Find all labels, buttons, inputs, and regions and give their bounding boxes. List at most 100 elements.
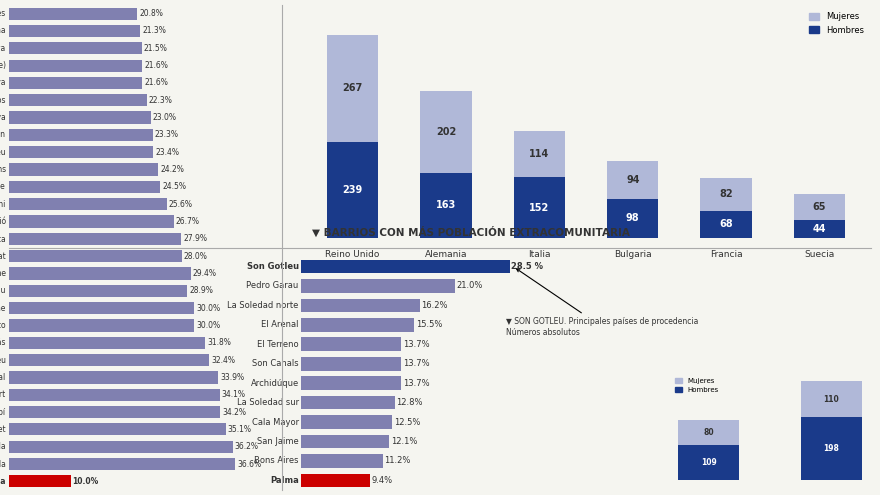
Text: ▼ BARRIOS CON MÁS POBLACIÓN EXTRACOMUNITARIA: ▼ BARRIOS CON MÁS POBLACIÓN EXTRACOMUNIT… <box>312 226 630 238</box>
Text: Can Pastilla: Can Pastilla <box>0 459 5 469</box>
Text: 23.3%: 23.3% <box>155 130 179 140</box>
Text: La Seu: La Seu <box>0 148 5 157</box>
Text: 65: 65 <box>813 202 826 212</box>
Text: Can Pere Antoni: Can Pere Antoni <box>0 199 5 209</box>
Bar <box>9 198 167 210</box>
Text: Bulgaria: Bulgaria <box>614 250 651 259</box>
Text: 13.7%: 13.7% <box>403 359 429 368</box>
Bar <box>9 354 209 366</box>
Text: Santa Catalina: Santa Catalina <box>0 26 5 36</box>
Bar <box>607 161 658 199</box>
Text: Italia: Italia <box>528 250 551 259</box>
Bar <box>301 376 401 390</box>
Text: 13.7%: 13.7% <box>403 340 429 349</box>
Bar <box>678 445 739 480</box>
Text: Sindicato: Sindicato <box>0 321 5 330</box>
Text: 109: 109 <box>700 458 716 467</box>
Bar <box>301 279 455 293</box>
Text: Son Armadams: Son Armadams <box>0 165 5 174</box>
Text: 21.3%: 21.3% <box>143 26 166 36</box>
Text: San Nicolás: San Nicolás <box>0 338 5 347</box>
Text: 20.8%: 20.8% <box>139 9 163 18</box>
Bar <box>9 215 174 228</box>
Text: La Soledad norte: La Soledad norte <box>227 301 298 310</box>
Bar <box>301 298 420 312</box>
Bar <box>9 77 143 89</box>
Text: 25.6%: 25.6% <box>169 199 193 209</box>
Text: El Jonquet: El Jonquet <box>0 425 5 434</box>
Bar <box>9 129 153 141</box>
Text: 21.0%: 21.0% <box>456 282 482 291</box>
Text: Monti-sion: Monti-sion <box>0 130 5 140</box>
Bar <box>326 35 378 142</box>
Text: 23.4%: 23.4% <box>155 148 180 157</box>
Text: El Arenal: El Arenal <box>261 320 298 329</box>
Text: Portopí: Portopí <box>0 407 5 417</box>
Text: 28.9%: 28.9% <box>189 286 213 296</box>
Text: 15.5%: 15.5% <box>416 320 443 329</box>
Text: 110: 110 <box>824 395 840 403</box>
Bar <box>326 142 378 238</box>
Bar <box>301 415 392 429</box>
Bar <box>801 382 862 417</box>
Text: 10.0%: 10.0% <box>72 477 99 486</box>
Bar <box>9 406 220 418</box>
Bar <box>700 178 752 211</box>
Text: 114: 114 <box>529 149 549 159</box>
Text: Bons Aires: Bons Aires <box>0 9 5 18</box>
Text: El Arenal: El Arenal <box>0 373 5 382</box>
Text: 98: 98 <box>626 213 640 223</box>
Text: La Calatrava: La Calatrava <box>0 113 5 122</box>
Text: 11.2%: 11.2% <box>385 456 411 465</box>
Text: Palma: Palma <box>270 476 298 485</box>
Text: 68: 68 <box>719 219 733 230</box>
Text: 82: 82 <box>719 190 733 199</box>
Text: Palma: Palma <box>0 477 5 486</box>
Bar <box>678 420 739 445</box>
Text: Son Vida: Son Vida <box>0 442 5 451</box>
Bar <box>9 181 160 193</box>
Text: 32.4%: 32.4% <box>211 355 235 365</box>
Text: 239: 239 <box>342 185 363 195</box>
Text: 198: 198 <box>824 444 840 453</box>
Text: 24.2%: 24.2% <box>160 165 184 174</box>
Text: 34.2%: 34.2% <box>222 407 246 417</box>
Text: 16.2%: 16.2% <box>421 301 447 310</box>
Bar <box>9 111 151 124</box>
Text: 26.7%: 26.7% <box>176 217 200 226</box>
Text: Archidúque: Archidúque <box>0 182 5 192</box>
Text: La Lonja-el Borne: La Lonja-el Borne <box>0 303 5 313</box>
Bar <box>9 423 226 436</box>
Text: 21.6%: 21.6% <box>144 61 168 70</box>
Bar <box>9 337 205 349</box>
Text: Cort: Cort <box>0 390 5 399</box>
Text: 35.1%: 35.1% <box>228 425 252 434</box>
Bar <box>9 441 232 453</box>
Text: 80: 80 <box>703 428 714 437</box>
Text: La Soledad sur: La Soledad sur <box>237 398 298 407</box>
Legend: Mujeres, Hombres: Mujeres, Hombres <box>806 9 867 38</box>
Text: Reino Unido: Reino Unido <box>326 250 379 259</box>
Text: 12.8%: 12.8% <box>396 398 422 407</box>
Bar <box>9 233 181 245</box>
Bar <box>421 173 472 238</box>
Text: Son Gotleu: Son Gotleu <box>0 355 5 365</box>
Text: 29.4%: 29.4% <box>193 269 216 278</box>
Bar <box>794 220 846 238</box>
Text: Génova: Génova <box>0 44 5 53</box>
Text: 31.8%: 31.8% <box>208 338 231 347</box>
Bar <box>9 250 182 262</box>
Bar <box>9 25 141 37</box>
Text: Alemania: Alemania <box>425 250 467 259</box>
Text: 202: 202 <box>436 127 456 137</box>
Bar <box>421 92 472 173</box>
Bar <box>9 42 142 54</box>
Text: 24.5%: 24.5% <box>162 182 186 192</box>
Text: 28.5 %: 28.5 % <box>511 262 543 271</box>
Bar <box>700 211 752 238</box>
Bar <box>301 474 370 487</box>
Text: 22.3%: 22.3% <box>149 96 172 105</box>
Text: 30.0%: 30.0% <box>196 321 220 330</box>
Text: El Mercat: El Mercat <box>0 251 5 261</box>
Bar <box>9 389 220 401</box>
